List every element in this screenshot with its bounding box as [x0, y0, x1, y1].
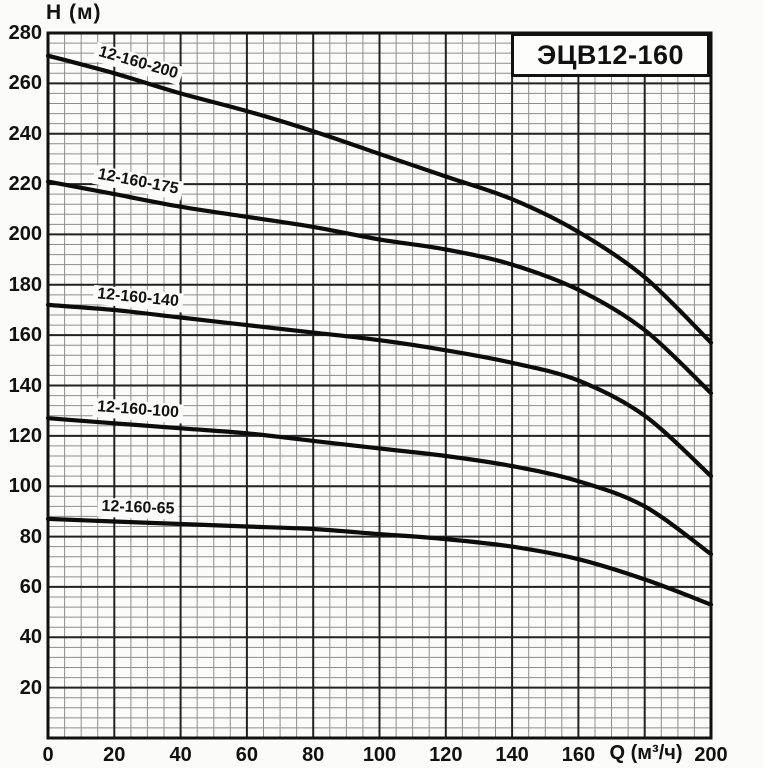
x-tick-label: 200 [694, 744, 728, 766]
x-tick-label: 100 [362, 744, 397, 766]
curve-label-12-160-65: 12-160-65 [97, 497, 180, 520]
x-tick-label: 140 [495, 744, 529, 766]
y-tick-label: 180 [8, 273, 42, 296]
y-tick-label: 260 [8, 72, 42, 95]
x-axis-title: Q (м³/ч) [609, 742, 683, 764]
y-tick-label: 100 [8, 475, 42, 498]
y-tick-label: 80 [19, 525, 42, 548]
curve-12-160-65 [45, 516, 714, 607]
y-tick-label: 280 [8, 22, 42, 44]
y-tick-label: 20 [19, 676, 42, 699]
title-box: ЭЦВ12-160 [511, 33, 710, 77]
y-tick-label: 240 [8, 122, 42, 145]
y-tick-label: 140 [8, 374, 42, 397]
y-tick-label: 40 [19, 626, 42, 649]
curve-12-160-140 [45, 302, 714, 479]
x-tick-label: 0 [42, 744, 54, 766]
curve-12-160-175 [45, 179, 714, 396]
x-tick-label: 60 [235, 744, 259, 766]
x-tick-label: 120 [429, 744, 463, 766]
title-box-label: ЭЦВ12-160 [536, 39, 684, 70]
x-tick-label: 160 [561, 744, 596, 766]
y-axis-title: Н (м) [46, 1, 102, 24]
y-tick-label: 120 [8, 424, 42, 447]
y-tick-label: 60 [19, 575, 42, 598]
y-tick-label: 220 [8, 173, 42, 196]
x-tick-label: 40 [169, 744, 192, 766]
curve-12-160-100 [45, 416, 714, 557]
y-tick-label: 160 [8, 324, 42, 347]
plot-border [46, 31, 713, 740]
curve-12-160-200 [45, 53, 714, 345]
y-tick-label: 200 [8, 223, 42, 246]
x-tick-label: 20 [103, 744, 126, 766]
x-tick-label: 80 [302, 744, 325, 766]
